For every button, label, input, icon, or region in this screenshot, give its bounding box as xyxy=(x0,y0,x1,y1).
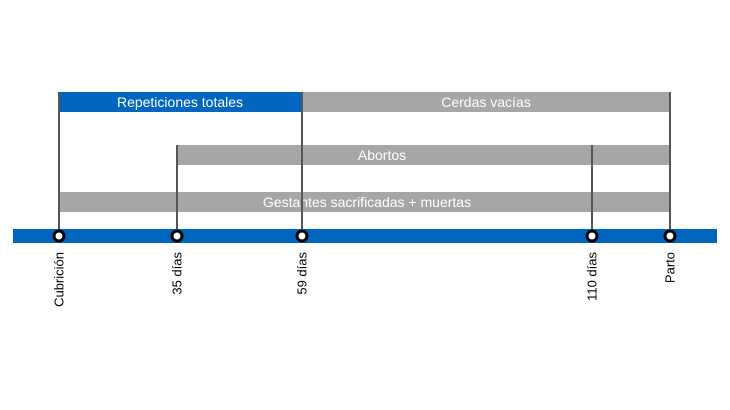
bar-repeticiones-totales xyxy=(59,92,302,112)
milestone-label-110-dias: 110 días xyxy=(585,252,600,301)
bar-gestantes-sacrificadas xyxy=(59,192,670,212)
milestone-label-59-dias: 59 días xyxy=(295,252,310,295)
milestone-label-35-dias: 35 días xyxy=(170,252,185,295)
timeline-axis xyxy=(13,229,717,243)
bar-label-abortos: Abortos xyxy=(358,147,406,163)
milestone-marker-cubricion xyxy=(52,229,66,243)
milestone-marker-110-dias xyxy=(585,229,599,243)
bar-abortos xyxy=(177,145,670,165)
bar-label-gestantes: Gestantes sacrificadas + muertas xyxy=(263,194,471,210)
milestone-label-cubricion: Cubrición xyxy=(52,252,67,307)
milestone-label-parto: Parto xyxy=(663,252,678,283)
connector-lines xyxy=(58,92,671,236)
milestone-marker-59-dias xyxy=(295,229,309,243)
milestone-marker-parto xyxy=(663,229,677,243)
bar-label-cerdas-vacias: Cerdas vacías xyxy=(441,94,530,110)
milestone-marker-35-dias xyxy=(170,229,184,243)
bar-cerdas-vacias xyxy=(302,92,670,112)
bar-label-repeticiones: Repeticiones totales xyxy=(117,94,243,110)
